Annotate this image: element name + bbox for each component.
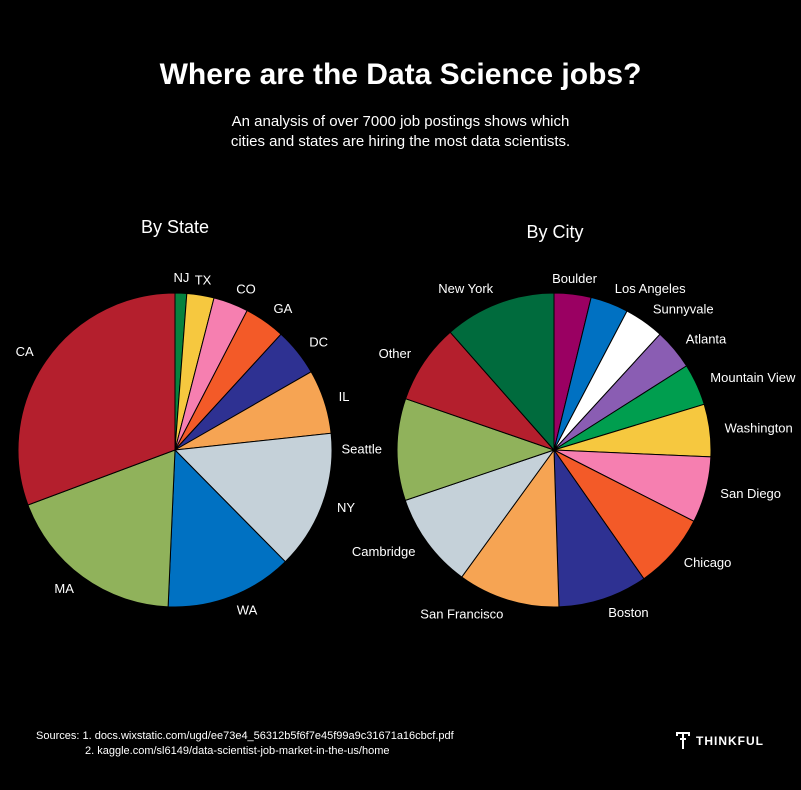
pie-slice-wa [167, 448, 287, 608]
sources: Sources: 1. docs.wixstatic.com/ugd/ee73e… [36, 729, 454, 759]
pie-slice-ma [27, 449, 176, 608]
brand-logo: THINKFUL [675, 731, 764, 750]
slice-label-ca: CA [16, 344, 34, 359]
pie-chart-by-city: By City Boulder Los Angeles Sunnyvale Atlan… [342, 222, 796, 621]
pie-slice-ny [173, 432, 333, 563]
pie-slice-boston [553, 448, 645, 608]
thinkful-logo-icon [676, 732, 690, 749]
slice-label-atlanta: Atlanta [686, 332, 727, 347]
slice-label-sunnyvale: Sunnyvale [653, 301, 714, 316]
page-subtitle: An analysis of over 7000 job postings sh… [0, 112, 801, 152]
slice-label-dc: DC [309, 335, 328, 350]
pie-slice-new-york [449, 292, 555, 452]
slice-label-cambridge: Cambridge [352, 544, 416, 559]
source-line-1: Sources: 1. docs.wixstatic.com/ugd/ee73e… [36, 730, 454, 742]
page-title: Where are the Data Science jobs? [159, 58, 642, 91]
slice-label-san-diego: San Diego [720, 486, 781, 501]
slice-label-nj: NJ [174, 270, 190, 285]
slice-label-boston: Boston [608, 605, 648, 620]
slice-label-tx: TX [195, 272, 212, 287]
slice-label-ga: GA [274, 301, 293, 316]
subtitle-line-2: cities and states are hiring the most da… [230, 133, 571, 150]
slice-label-co: CO [236, 281, 256, 296]
slice-label-washington: Washington [725, 420, 793, 435]
slice-label-wa: WA [237, 603, 258, 618]
slice-label-mountain-view: Mountain View [710, 370, 796, 385]
slice-label-los-angeles: Los Angeles [615, 281, 686, 296]
pie-slice-ca [17, 292, 176, 506]
chart-title-by-city: By City [526, 222, 583, 242]
slice-label-il: IL [339, 389, 350, 404]
subtitle-line-1: An analysis of over 7000 job postings sh… [231, 113, 570, 130]
pie-slice-seattle [396, 398, 556, 502]
pie-slice-cambridge [404, 449, 556, 578]
slice-label-seattle: Seattle [342, 442, 382, 457]
source-line-2: 2. kaggle.com/sl6149/data-scientist-job-… [85, 745, 390, 757]
slice-label-new-york: New York [438, 281, 493, 296]
pie-chart-by-state: By State NJ TX CO GA DC IL NY WA MA CA [16, 217, 356, 618]
slice-label-ma: MA [54, 581, 74, 596]
slice-label-other: Other [379, 346, 412, 361]
slice-label-san-francisco: San Francisco [420, 606, 503, 621]
slice-label-ny: NY [337, 500, 355, 515]
brand-name: THINKFUL [696, 733, 764, 748]
slice-label-chicago: Chicago [684, 555, 732, 570]
slice-label-boulder: Boulder [552, 271, 597, 286]
chart-title-by-state: By State [141, 217, 209, 237]
pie-slice-san-francisco [461, 448, 560, 608]
